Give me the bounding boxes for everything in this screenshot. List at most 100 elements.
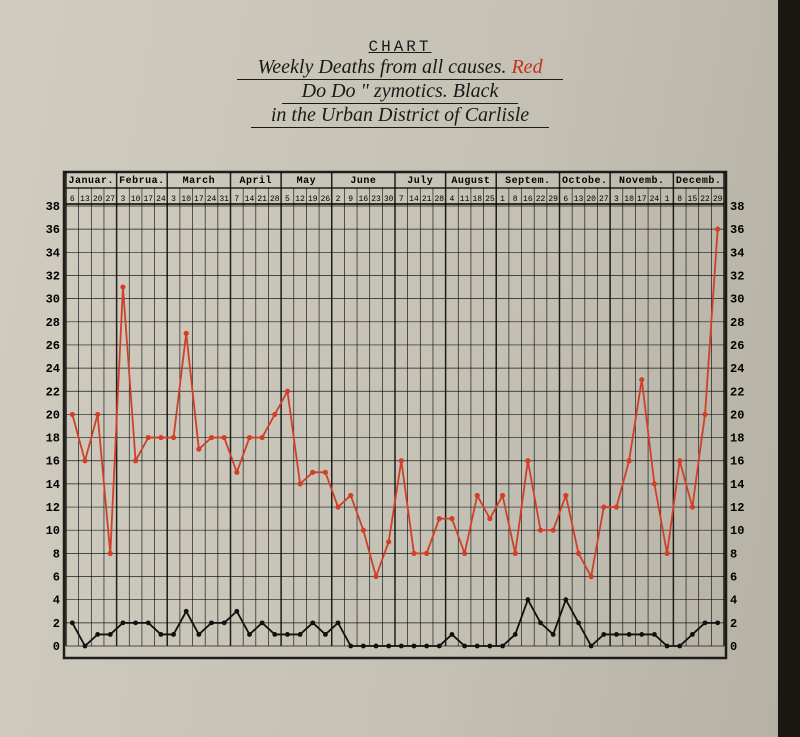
svg-text:12: 12: [46, 501, 60, 515]
header-line-1a: Weekly Deaths from all causes.: [257, 56, 506, 78]
svg-text:March: March: [183, 175, 216, 187]
svg-text:27: 27: [105, 195, 115, 204]
svg-text:22: 22: [536, 195, 546, 204]
svg-text:24: 24: [730, 362, 744, 376]
svg-text:16: 16: [730, 455, 744, 469]
chart-title: CHART: [0, 38, 800, 56]
svg-text:20: 20: [46, 408, 60, 422]
svg-text:13: 13: [80, 195, 90, 204]
svg-text:24: 24: [46, 362, 60, 376]
svg-text:3: 3: [614, 195, 619, 204]
svg-text:16: 16: [523, 195, 533, 204]
svg-text:31: 31: [219, 195, 229, 204]
svg-text:24: 24: [156, 195, 166, 204]
svg-text:Decemb.: Decemb.: [676, 175, 722, 187]
svg-text:Septem.: Septem.: [505, 176, 551, 187]
svg-text:15: 15: [688, 195, 698, 204]
svg-text:8: 8: [53, 547, 60, 561]
svg-text:2: 2: [730, 617, 737, 631]
svg-text:28: 28: [730, 316, 744, 330]
svg-text:Octobe.: Octobe.: [562, 175, 608, 187]
page: CHART Weekly Deaths from all causes. Red…: [0, 0, 800, 737]
svg-text:29: 29: [713, 195, 723, 204]
svg-text:2: 2: [336, 195, 341, 204]
svg-text:17: 17: [194, 195, 204, 204]
svg-text:29: 29: [548, 195, 558, 204]
svg-text:10: 10: [624, 195, 634, 204]
svg-text:28: 28: [46, 316, 60, 330]
svg-text:12: 12: [295, 195, 305, 204]
svg-text:6: 6: [730, 571, 737, 585]
svg-text:25: 25: [485, 195, 495, 204]
svg-text:21: 21: [257, 195, 267, 204]
svg-text:17: 17: [143, 195, 153, 204]
svg-text:21: 21: [422, 195, 432, 204]
svg-text:30: 30: [46, 293, 60, 307]
svg-text:1: 1: [665, 195, 670, 204]
svg-text:9: 9: [348, 195, 353, 204]
svg-text:18: 18: [46, 432, 60, 446]
svg-text:27: 27: [599, 195, 609, 204]
svg-text:2: 2: [53, 617, 60, 631]
svg-text:0: 0: [730, 640, 737, 654]
weekly-deaths-chart: 0022446688101012121414161618182020222224…: [36, 170, 754, 660]
svg-text:4: 4: [53, 594, 60, 608]
svg-text:14: 14: [409, 195, 419, 204]
svg-text:16: 16: [359, 195, 369, 204]
svg-text:12: 12: [730, 501, 744, 515]
svg-text:6: 6: [70, 195, 75, 204]
svg-text:17: 17: [637, 195, 647, 204]
svg-text:28: 28: [434, 195, 444, 204]
svg-text:34: 34: [46, 246, 60, 260]
svg-text:38: 38: [730, 200, 744, 214]
svg-text:18: 18: [472, 195, 482, 204]
svg-text:23: 23: [371, 195, 381, 204]
svg-text:20: 20: [730, 408, 744, 422]
svg-text:20: 20: [586, 195, 596, 204]
svg-text:3: 3: [121, 195, 126, 204]
svg-text:8: 8: [513, 195, 518, 204]
header-line-2: Do Do " zymotics. Black: [282, 80, 519, 104]
svg-text:June: June: [350, 176, 376, 187]
svg-text:4: 4: [450, 195, 455, 204]
svg-text:0: 0: [53, 640, 60, 654]
svg-text:14: 14: [46, 478, 60, 492]
svg-text:28: 28: [270, 195, 280, 204]
svg-text:13: 13: [574, 195, 584, 204]
svg-text:Januar.: Januar.: [69, 176, 115, 187]
svg-text:July: July: [407, 175, 433, 187]
svg-text:36: 36: [730, 223, 744, 237]
svg-text:7: 7: [234, 195, 239, 204]
svg-text:April: April: [240, 175, 273, 187]
header-line-1: Weekly Deaths from all causes. Red: [237, 56, 562, 80]
svg-text:10: 10: [181, 195, 191, 204]
svg-text:Novemb.: Novemb.: [619, 175, 665, 187]
svg-text:14: 14: [245, 195, 255, 204]
svg-text:38: 38: [46, 200, 60, 214]
svg-text:30: 30: [384, 195, 394, 204]
svg-text:19: 19: [308, 195, 318, 204]
svg-text:26: 26: [321, 195, 331, 204]
svg-text:7: 7: [399, 195, 404, 204]
svg-text:May: May: [297, 176, 317, 187]
svg-text:10: 10: [131, 195, 141, 204]
svg-text:4: 4: [730, 594, 737, 608]
svg-text:32: 32: [730, 269, 744, 283]
svg-text:18: 18: [730, 432, 744, 446]
svg-text:8: 8: [677, 195, 682, 204]
svg-text:26: 26: [730, 339, 744, 353]
svg-text:22: 22: [46, 385, 60, 399]
header-line-1b-red: Red: [511, 56, 542, 78]
svg-text:26: 26: [46, 339, 60, 353]
svg-text:1: 1: [500, 195, 505, 204]
svg-text:22: 22: [730, 385, 744, 399]
svg-text:10: 10: [46, 524, 60, 538]
svg-text:24: 24: [650, 195, 660, 204]
svg-text:3: 3: [171, 195, 176, 204]
svg-text:August: August: [451, 176, 490, 187]
svg-text:8: 8: [730, 547, 737, 561]
svg-text:34: 34: [730, 246, 744, 260]
svg-text:11: 11: [460, 195, 470, 204]
svg-text:14: 14: [730, 478, 744, 492]
svg-text:6: 6: [563, 195, 568, 204]
